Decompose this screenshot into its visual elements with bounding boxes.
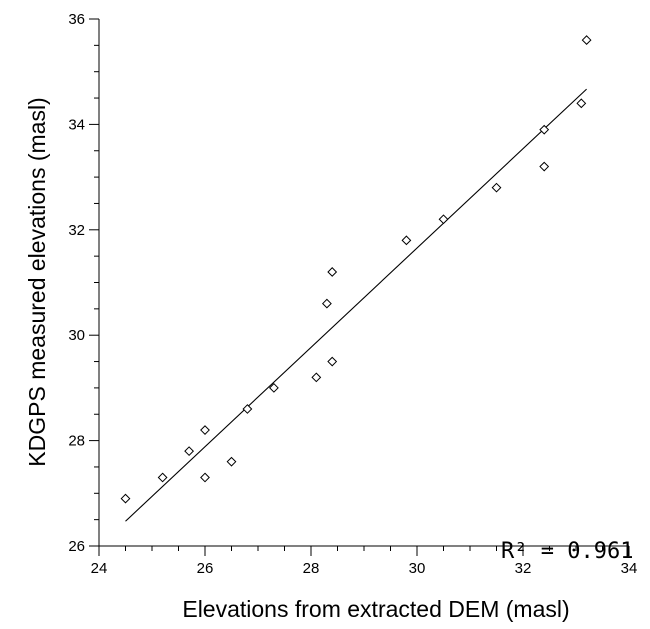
data-point	[242, 404, 253, 414]
data-point	[576, 98, 587, 109]
data-point	[438, 214, 449, 225]
data-point	[581, 35, 592, 45]
data-point	[327, 267, 338, 277]
data-point	[539, 124, 550, 135]
x-tick-label: 30	[409, 560, 426, 577]
data-point	[401, 235, 412, 246]
data-point	[157, 472, 168, 483]
data-point	[200, 472, 210, 483]
x-tick-label: 28	[303, 560, 320, 577]
r-squared-annotation: R² = 0.961	[501, 539, 633, 564]
data-point	[321, 298, 332, 309]
x-tick-label: 32	[515, 560, 532, 577]
y-axis-title: KDGPS measured elevations (masl)	[24, 97, 50, 466]
x-tick-label: 24	[91, 560, 108, 577]
y-tick-label: 36	[68, 11, 85, 28]
data-points	[120, 35, 592, 504]
data-point	[539, 161, 550, 172]
data-point	[327, 356, 338, 367]
data-point	[200, 425, 210, 435]
data-point	[120, 493, 131, 504]
regression-line	[125, 88, 587, 522]
tick-labels: 24 26 28 30 32 34 26 28 30 32 34 36	[68, 11, 637, 577]
axes	[89, 18, 630, 556]
y-tick-label: 32	[68, 222, 85, 239]
y-tick-label: 28	[68, 433, 85, 450]
data-point	[268, 382, 279, 393]
y-tick-label: 34	[68, 116, 85, 133]
x-axis-title: Elevations from extracted DEM (masl)	[182, 596, 569, 622]
data-point	[491, 182, 502, 193]
data-point	[184, 446, 195, 457]
x-tick-label: 26	[197, 560, 214, 577]
data-point	[226, 456, 237, 467]
y-tick-label: 30	[68, 327, 85, 344]
x-tick-label: 34	[621, 560, 638, 577]
y-tick-label: 26	[68, 538, 85, 555]
data-point	[311, 372, 322, 383]
regression-line-group	[125, 88, 587, 522]
